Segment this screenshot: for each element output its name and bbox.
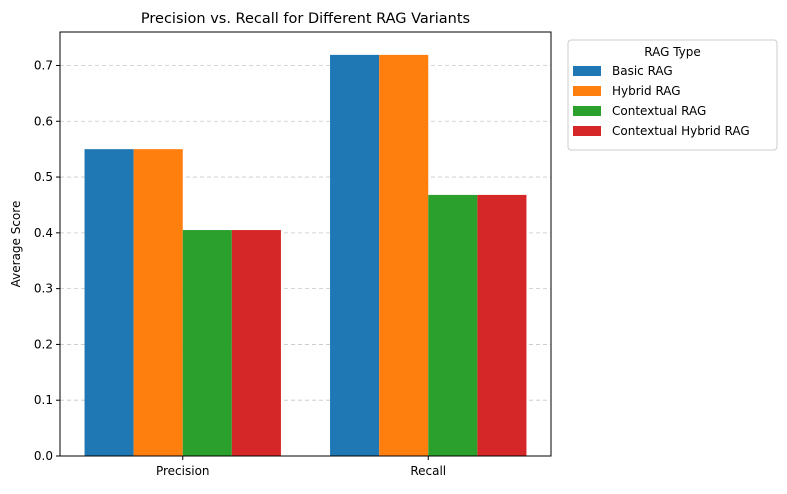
y-axis: 0.0 0.1 0.2 0.3 0.4 0.5 0.6 0.7 — [34, 58, 60, 463]
legend-frame — [567, 39, 778, 151]
y-tick-label: 0.5 — [34, 170, 53, 184]
y-tick-label: 0.2 — [34, 337, 53, 351]
y-tick-label: 0.6 — [34, 114, 53, 128]
y-tick-label: 0.7 — [34, 58, 53, 72]
legend: RAG Type Basic RAG Hybrid RAG Contextual R… — [567, 39, 778, 151]
bar — [477, 194, 527, 456]
y-tick-label: 0.3 — [34, 282, 53, 296]
legend-items: Basic RAG Hybrid RAG Contextual RAG Context… — [573, 64, 750, 138]
bar — [133, 149, 183, 456]
bar — [428, 194, 478, 456]
x-tick-label: Precision — [156, 464, 210, 478]
legend-label: Hybrid RAG — [612, 84, 681, 98]
bar — [84, 149, 134, 456]
chart-title: Precision vs. Recall for Different RAG V… — [141, 11, 470, 27]
legend-swatch — [573, 86, 601, 96]
y-tick-label: 0.1 — [34, 393, 53, 407]
legend-label: Contextual RAG — [612, 104, 706, 118]
legend-swatch — [573, 126, 601, 136]
bar — [330, 54, 380, 456]
legend-label: Basic RAG — [612, 64, 673, 78]
legend-title: RAG Type — [644, 45, 701, 59]
legend-swatch — [573, 106, 601, 116]
legend-swatch — [573, 66, 601, 76]
bar — [379, 54, 429, 456]
x-tick-label: Recall — [410, 464, 446, 478]
bar — [182, 230, 232, 456]
y-axis-label: Average Score — [9, 201, 23, 288]
y-tick-label: 0.0 — [34, 449, 53, 463]
bar — [231, 230, 281, 456]
bars — [84, 54, 527, 456]
plot-frame — [59, 31, 552, 457]
legend-label: Contextual Hybrid RAG — [612, 124, 750, 138]
x-axis: Precision Recall — [156, 456, 446, 478]
y-tick-label: 0.4 — [34, 226, 53, 240]
